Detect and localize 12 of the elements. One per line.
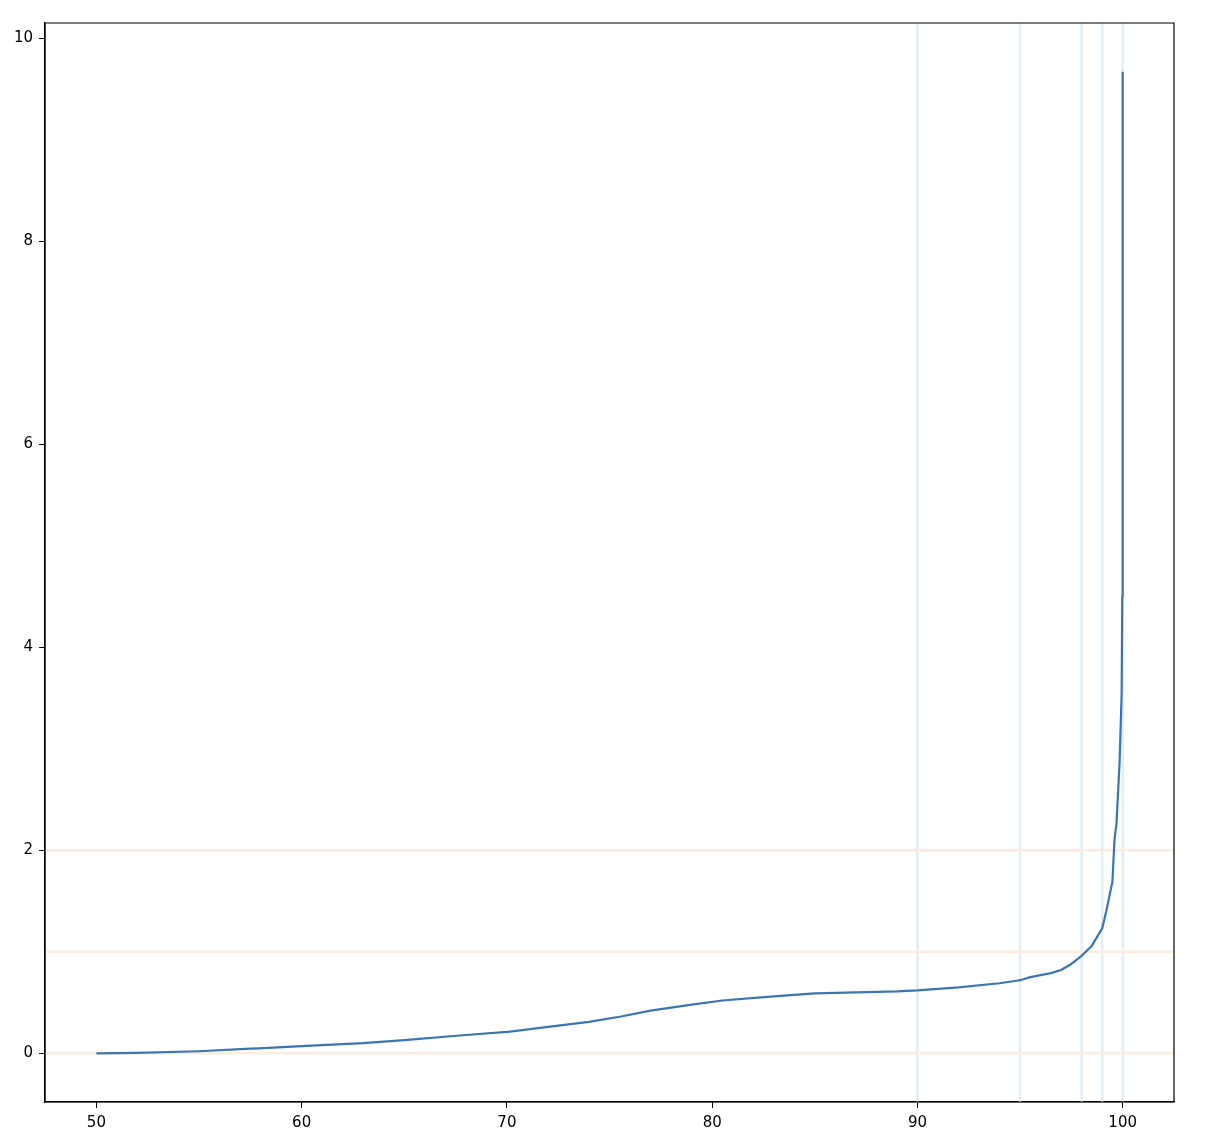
y-tick-label: 10	[13, 28, 34, 47]
y-tick-label: 2	[23, 840, 34, 859]
x-tick-label: 70	[497, 1112, 517, 1131]
x-tick-label: 50	[86, 1112, 106, 1131]
x-tick-label: 100	[1108, 1112, 1138, 1131]
y-tick-label: 0	[23, 1043, 34, 1062]
y-tick-label: 8	[23, 231, 34, 250]
x-tick-label: 80	[702, 1112, 722, 1131]
x-tick-label: 60	[292, 1112, 312, 1131]
y-tick-label: 6	[23, 434, 34, 453]
x-tick-label: 90	[907, 1112, 927, 1131]
y-tick-label: 4	[23, 637, 34, 656]
